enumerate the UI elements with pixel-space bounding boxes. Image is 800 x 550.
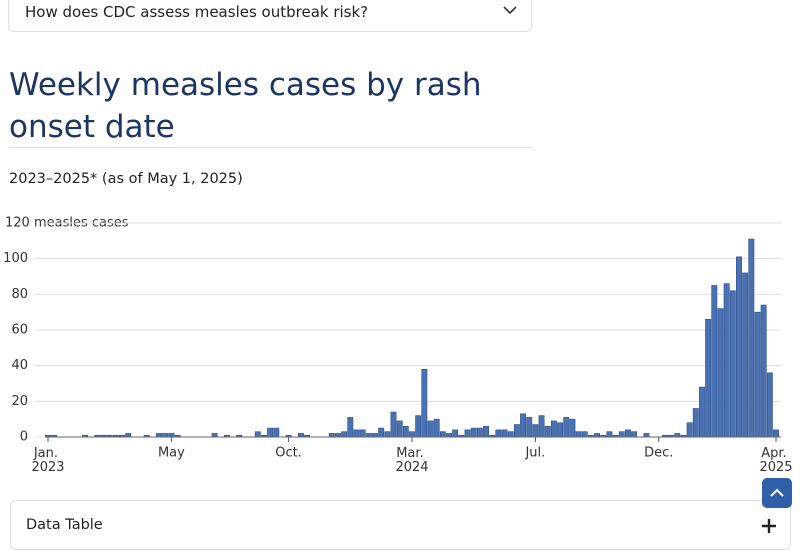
bar xyxy=(328,433,335,438)
bar xyxy=(211,433,218,438)
bar xyxy=(409,431,415,438)
bar xyxy=(618,431,625,438)
bar xyxy=(526,417,533,438)
bar xyxy=(378,427,385,438)
bar xyxy=(594,433,601,438)
bar xyxy=(433,418,440,438)
bar xyxy=(341,431,348,438)
bar xyxy=(365,433,372,438)
y-tick-label: 100 xyxy=(3,251,28,266)
bar xyxy=(773,429,779,438)
y-tick-label: 60 xyxy=(11,323,28,338)
bar xyxy=(495,429,502,438)
bar xyxy=(464,429,471,438)
bar xyxy=(162,433,169,438)
bar xyxy=(513,424,520,438)
bar xyxy=(452,429,459,438)
bar xyxy=(335,433,341,438)
bar xyxy=(297,433,304,438)
x-tick-label: Jan. 2023 xyxy=(31,446,64,475)
data-table-label[interactable]: Data Table xyxy=(26,517,103,533)
bar xyxy=(736,256,742,438)
x-tick-label: Mar. 2024 xyxy=(395,446,428,475)
chart-title: Weekly measles cases by rash onset date xyxy=(9,67,482,145)
bar xyxy=(674,433,681,438)
bar xyxy=(267,427,274,438)
bar xyxy=(544,426,551,438)
bar xyxy=(575,431,582,438)
bar xyxy=(699,386,705,438)
accordion-item[interactable]: How does CDC assess measles outbreak ris… xyxy=(8,0,532,32)
bar xyxy=(415,415,422,438)
bar xyxy=(520,413,527,438)
bar xyxy=(396,420,403,438)
bar xyxy=(557,422,564,438)
y-tick-label: 80 xyxy=(11,287,28,302)
bar xyxy=(643,433,650,438)
accordion-question[interactable]: How does CDC assess measles outbreak ris… xyxy=(25,3,369,21)
x-tick-label: Oct. xyxy=(275,446,302,461)
bar xyxy=(446,433,452,438)
bar xyxy=(402,426,409,438)
back-to-top-button[interactable] xyxy=(762,478,792,508)
bar xyxy=(550,420,557,438)
bar xyxy=(347,417,354,438)
x-tick-label: Apr. 2025 xyxy=(759,446,792,475)
bar xyxy=(384,431,391,438)
bar xyxy=(532,424,539,438)
x-tick-label: Dec. xyxy=(644,446,673,461)
bar xyxy=(421,368,428,438)
x-tick-label: May xyxy=(158,446,185,461)
bar xyxy=(353,429,360,438)
bar xyxy=(692,408,699,438)
bar xyxy=(439,431,446,438)
bar xyxy=(273,427,280,438)
bar xyxy=(760,304,767,438)
bar xyxy=(470,427,477,438)
y-tick-label: 40 xyxy=(11,358,28,373)
data-table-toggle[interactable]: Data Table xyxy=(10,500,791,550)
up-icon[interactable] xyxy=(762,478,792,508)
bar xyxy=(766,372,773,438)
bar xyxy=(569,418,576,438)
bar xyxy=(729,290,736,438)
plus-icon[interactable] xyxy=(762,519,776,533)
bar xyxy=(156,433,163,438)
bar xyxy=(748,238,755,438)
bar xyxy=(483,426,489,438)
bar xyxy=(717,308,724,438)
page: How does CDC assess measles outbreak ris… xyxy=(3,0,793,550)
bar xyxy=(705,319,712,438)
bar xyxy=(125,433,132,438)
bar xyxy=(711,285,718,438)
bar xyxy=(372,433,378,438)
bar xyxy=(742,272,749,438)
chevron-icon[interactable] xyxy=(503,5,517,15)
bar xyxy=(606,431,613,438)
bar xyxy=(390,411,397,438)
y-tick-label: 0 xyxy=(20,430,28,445)
divider xyxy=(9,147,533,148)
bar xyxy=(254,431,261,438)
chart-subtitle: 2023–2025* (as of May 1, 2025) xyxy=(9,171,243,187)
bar xyxy=(501,429,508,438)
bar xyxy=(631,431,638,438)
bar xyxy=(686,422,693,438)
bar xyxy=(359,429,366,438)
bar xyxy=(563,417,570,438)
bar xyxy=(723,283,730,438)
bar xyxy=(754,311,761,438)
bar xyxy=(507,431,514,438)
bar xyxy=(624,429,631,438)
bar xyxy=(476,427,483,438)
y-tick-label: 20 xyxy=(11,394,28,409)
x-tick-label: Jul. xyxy=(524,446,545,461)
bar xyxy=(538,415,545,438)
bar xyxy=(581,431,588,438)
bar xyxy=(427,420,434,438)
bar xyxy=(168,433,175,438)
